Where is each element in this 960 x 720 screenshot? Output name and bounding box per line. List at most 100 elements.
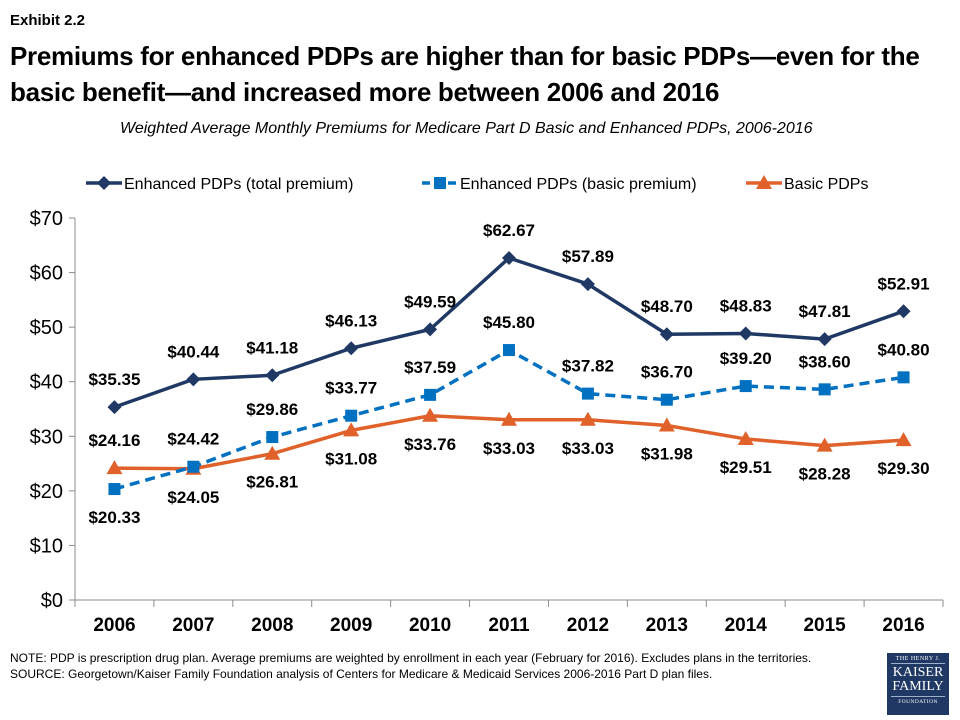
series-enhanced-pdps-basic-premium	[108, 344, 910, 496]
triangle-marker	[816, 437, 833, 452]
data-label: $62.67	[483, 221, 535, 240]
axes: $0 $10 $20 $30 $40 $50 $60 $70 2006 2007 2008 2009 2…	[30, 208, 944, 636]
x-tick-label: 2015	[803, 615, 846, 636]
footnote: NOTE: PDP is prescription drug plan. Ave…	[10, 650, 870, 682]
data-label: $40.80	[878, 340, 930, 359]
data-label: $28.28	[799, 465, 851, 484]
exhibit-label: Exhibit 2.2	[10, 12, 86, 29]
square-marker	[345, 409, 358, 422]
diamond-marker	[817, 332, 832, 347]
x-tick-label: 2009	[330, 615, 372, 636]
data-label: $29.51	[720, 458, 772, 477]
square-marker	[108, 483, 121, 496]
note-text: NOTE: PDP is prescription drug plan. Ave…	[10, 651, 812, 665]
square-marker	[424, 388, 437, 401]
diamond-marker	[580, 277, 595, 292]
x-tick-label: 2007	[172, 615, 214, 636]
y-tick-label: $60	[30, 263, 63, 285]
x-tick-label: 2016	[882, 615, 924, 636]
square-marker	[187, 460, 200, 473]
square-marker	[581, 387, 594, 400]
triangle-marker	[264, 445, 281, 460]
x-tick-label: 2014	[725, 615, 768, 636]
data-label: $24.42	[167, 430, 219, 449]
series-layer	[106, 251, 912, 496]
legend-item: Enhanced PDPs (total premium)	[86, 176, 353, 193]
diamond-marker	[265, 368, 280, 383]
data-labels: $35.35 $40.44 $41.18 $46.13 $49.59 $62.67 $57.…	[88, 221, 929, 527]
square-marker	[818, 383, 831, 396]
y-tick-label: $10	[30, 535, 63, 557]
data-label: $36.70	[641, 363, 693, 382]
data-label: $33.03	[562, 439, 614, 458]
y-tick-label: $20	[30, 481, 63, 503]
line-chart: Enhanced PDPs (total premium) Enhanced PD…	[30, 175, 944, 636]
legend-label: Enhanced PDPs (basic premium)	[460, 176, 697, 193]
logo-line-3: FAMILY	[892, 679, 944, 694]
logo-line-2: KAISER	[892, 665, 944, 680]
data-label: $46.13	[325, 311, 377, 330]
triangle-marker	[343, 422, 360, 437]
kff-logo: THE HENRY J. KAISER FAMILY FOUNDATION	[887, 653, 949, 715]
triangle-marker	[658, 417, 675, 432]
data-label: $33.77	[325, 379, 377, 398]
triangle-marker	[756, 175, 772, 189]
square-marker	[503, 344, 515, 357]
data-label: $35.35	[88, 370, 140, 389]
diamond-marker	[186, 372, 201, 387]
diamond-marker	[738, 326, 753, 341]
data-label: $39.20	[720, 349, 772, 368]
diamond-marker	[896, 304, 911, 319]
logo-line-1: THE HENRY J.	[891, 656, 945, 664]
data-label: $37.59	[404, 358, 456, 377]
series-line	[113, 256, 905, 409]
x-tick-label: 2010	[409, 615, 451, 636]
x-tick-label: 2008	[251, 615, 293, 636]
data-label: $33.76	[404, 435, 456, 454]
x-tick-label: 2006	[93, 615, 135, 636]
data-label: $40.44	[167, 342, 220, 361]
triangle-marker	[895, 432, 912, 447]
data-label: $48.70	[641, 297, 693, 316]
diamond-marker	[344, 341, 359, 356]
chart-subtitle: Weighted Average Monthly Premiums for Me…	[120, 120, 813, 137]
triangle-marker	[501, 411, 517, 426]
data-label: $47.81	[799, 302, 851, 321]
square-marker	[739, 380, 752, 393]
data-label: $49.59	[404, 292, 456, 311]
data-label: $24.16	[88, 431, 140, 450]
data-label: $31.98	[641, 444, 693, 463]
diamond-marker	[659, 327, 674, 342]
data-label: $48.83	[720, 297, 772, 316]
data-label: $20.33	[88, 508, 140, 527]
triangle-marker	[579, 411, 596, 426]
triangle-marker	[737, 430, 754, 445]
data-label: $31.08	[325, 449, 377, 468]
square-marker	[660, 393, 673, 406]
data-label: $24.05	[167, 488, 219, 507]
x-tick-label: 2011	[488, 615, 530, 636]
logo-line-4: FOUNDATION	[891, 696, 945, 705]
x-tick-label: 2012	[567, 615, 609, 636]
diamond-marker	[502, 251, 516, 266]
x-tick-label: 2013	[646, 615, 688, 636]
legend-item: Basic PDPs	[746, 175, 868, 193]
data-label: $38.60	[799, 352, 851, 371]
diamond-marker	[107, 400, 122, 415]
y-tick-label: $50	[30, 317, 63, 339]
square-marker	[897, 371, 910, 384]
triangle-marker	[106, 460, 123, 475]
series-enhanced-pdps-total-premium	[107, 251, 911, 415]
data-label: $29.30	[878, 459, 930, 478]
triangle-marker	[422, 407, 439, 422]
data-label: $26.81	[246, 473, 298, 492]
data-label: $37.82	[562, 357, 614, 376]
legend-item: Enhanced PDPs (basic premium)	[422, 176, 697, 193]
data-label: $29.86	[246, 400, 298, 419]
chart-title: Premiums for enhanced PDPs are higher th…	[10, 41, 920, 107]
square-marker	[266, 431, 279, 444]
legend: Enhanced PDPs (total premium) Enhanced PD…	[86, 175, 868, 193]
y-tick-label: $70	[30, 208, 63, 230]
data-label: $57.89	[562, 247, 614, 266]
source-text: SOURCE: Georgetown/Kaiser Family Foundat…	[10, 667, 713, 681]
